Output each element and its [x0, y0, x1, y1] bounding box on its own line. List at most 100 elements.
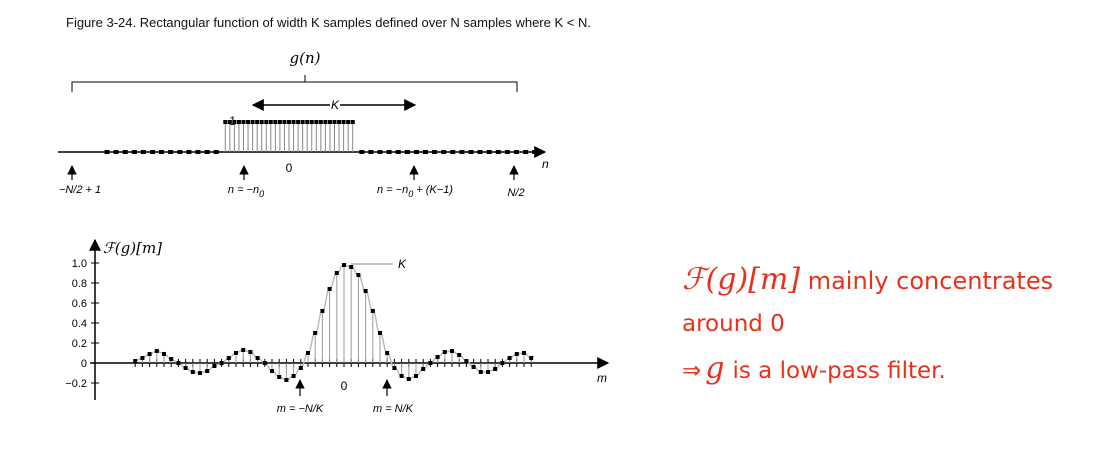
zero-sample-point — [204, 150, 210, 154]
fourier-point — [378, 331, 382, 335]
fourier-point — [399, 374, 404, 378]
zero-sample-point — [186, 150, 192, 154]
marker-label-end-main: n = −n — [377, 184, 408, 196]
fourier-point — [133, 359, 138, 363]
zero-sample-point — [459, 150, 465, 154]
fourier-point — [262, 361, 267, 365]
fourier-point — [514, 352, 519, 356]
marker-label-end: n = −n0 + (K−1) — [377, 184, 453, 199]
fourier-point — [385, 351, 390, 355]
rect-sample-point — [277, 120, 282, 124]
fourier-point — [471, 365, 476, 369]
rect-sample-point — [232, 120, 237, 124]
rect-sample-point — [327, 120, 332, 124]
zero-sample-point — [195, 150, 201, 154]
y-tick-label: 0.8 — [72, 278, 87, 290]
n-span-bracket — [71, 75, 518, 92]
zero-sample-point — [468, 150, 474, 154]
fourier-point — [334, 271, 339, 275]
top-plot-title: g(n) — [290, 49, 321, 67]
zero-sample-point — [368, 150, 374, 154]
zero-sample-point — [486, 150, 492, 154]
fourier-point — [205, 369, 210, 373]
fourier-point — [255, 356, 260, 360]
fourier-point — [162, 352, 166, 356]
rect-sample-point — [323, 120, 328, 124]
fourier-plot: ℱ(g)[m] 1.0 0.8 0.6 0.4 0.2 0 −0.2 m K 0 m = −… — [65, 238, 610, 415]
note-line-1: ℱ(g)[m] mainly concentrates — [682, 262, 1053, 297]
fourier-point — [478, 370, 483, 374]
fourier-point — [342, 263, 346, 267]
fourier-point — [234, 351, 238, 355]
fourier-point — [277, 375, 282, 379]
implies-arrow-icon: ⇒ — [682, 358, 702, 384]
rect-sample-point — [264, 120, 269, 124]
fourier-point — [320, 309, 325, 313]
zero-sample-point — [404, 150, 410, 154]
note-math-transform: ℱ(g)[m] — [682, 262, 801, 297]
fourier-point — [421, 367, 426, 371]
fourier-point — [392, 366, 397, 370]
fourier-point — [493, 367, 498, 371]
fourier-point — [435, 355, 440, 359]
fourier-point — [176, 361, 181, 365]
rect-samples — [104, 120, 538, 154]
fourier-marks — [133, 263, 534, 382]
marker-label-right: N/2 — [507, 187, 524, 199]
marker-label-start: n = −n0 — [228, 184, 264, 199]
fourier-plot-title: ℱ(g)[m] — [103, 239, 162, 257]
y-tick-label: 0.2 — [72, 338, 87, 350]
fourier-point — [248, 350, 253, 354]
rect-sample-point — [332, 120, 337, 124]
note-text-lowpass: is a low-pass filter. — [732, 358, 946, 384]
figure-caption: Figure 3-24. Rectangular function of wid… — [66, 15, 591, 30]
rect-sample-point — [268, 120, 273, 124]
fourier-point — [219, 361, 224, 365]
zero-sample-point — [140, 150, 146, 154]
fourier-point — [370, 309, 375, 313]
rect-sample-point — [287, 120, 291, 124]
y-tick-label: 1.0 — [72, 258, 87, 270]
zero-sample-point — [477, 150, 483, 154]
rect-sample-point — [259, 120, 264, 124]
note-text-concentrates: mainly concentrates — [800, 267, 1054, 295]
fourier-point — [140, 356, 145, 360]
rect-sample-point — [273, 120, 278, 124]
rect-sample-point — [250, 120, 255, 124]
marker-label-start-sub: 0 — [259, 189, 264, 199]
n-axis-label: n — [542, 157, 549, 171]
zero-sample-point — [104, 150, 110, 154]
zero-sample-point — [377, 150, 383, 154]
zero-sample-point — [441, 150, 447, 154]
zero-sample-point — [122, 150, 128, 154]
fourier-point — [313, 331, 318, 335]
rect-sample-point — [341, 120, 346, 124]
rect-sample-point — [236, 120, 241, 124]
zero-sample-point — [432, 150, 438, 154]
zero-sample-point — [514, 150, 519, 154]
fourier-point — [212, 364, 217, 368]
fourier-point — [414, 374, 418, 378]
rect-sample-point — [350, 120, 355, 124]
zero-sample-point — [395, 150, 401, 154]
fourier-point — [291, 374, 296, 378]
zero-sample-point — [423, 150, 428, 154]
fourier-point — [169, 357, 174, 361]
fourier-point — [529, 356, 534, 360]
fourier-point — [298, 366, 303, 370]
rect-sample-point — [246, 120, 251, 124]
zero-sample-point — [150, 150, 155, 154]
fourier-point — [270, 369, 274, 373]
rect-sample-point — [305, 120, 310, 124]
rect-sample-point — [227, 120, 232, 124]
zero-sample-point — [177, 150, 183, 154]
fourier-point — [349, 265, 354, 269]
zero-sample-point — [168, 150, 174, 154]
zero-sample-point — [159, 150, 165, 154]
fourier-point — [147, 352, 152, 356]
note-math-g: g — [705, 351, 725, 386]
fourier-point — [241, 348, 246, 352]
rect-sample-point — [337, 120, 342, 124]
fourier-point — [457, 353, 462, 357]
